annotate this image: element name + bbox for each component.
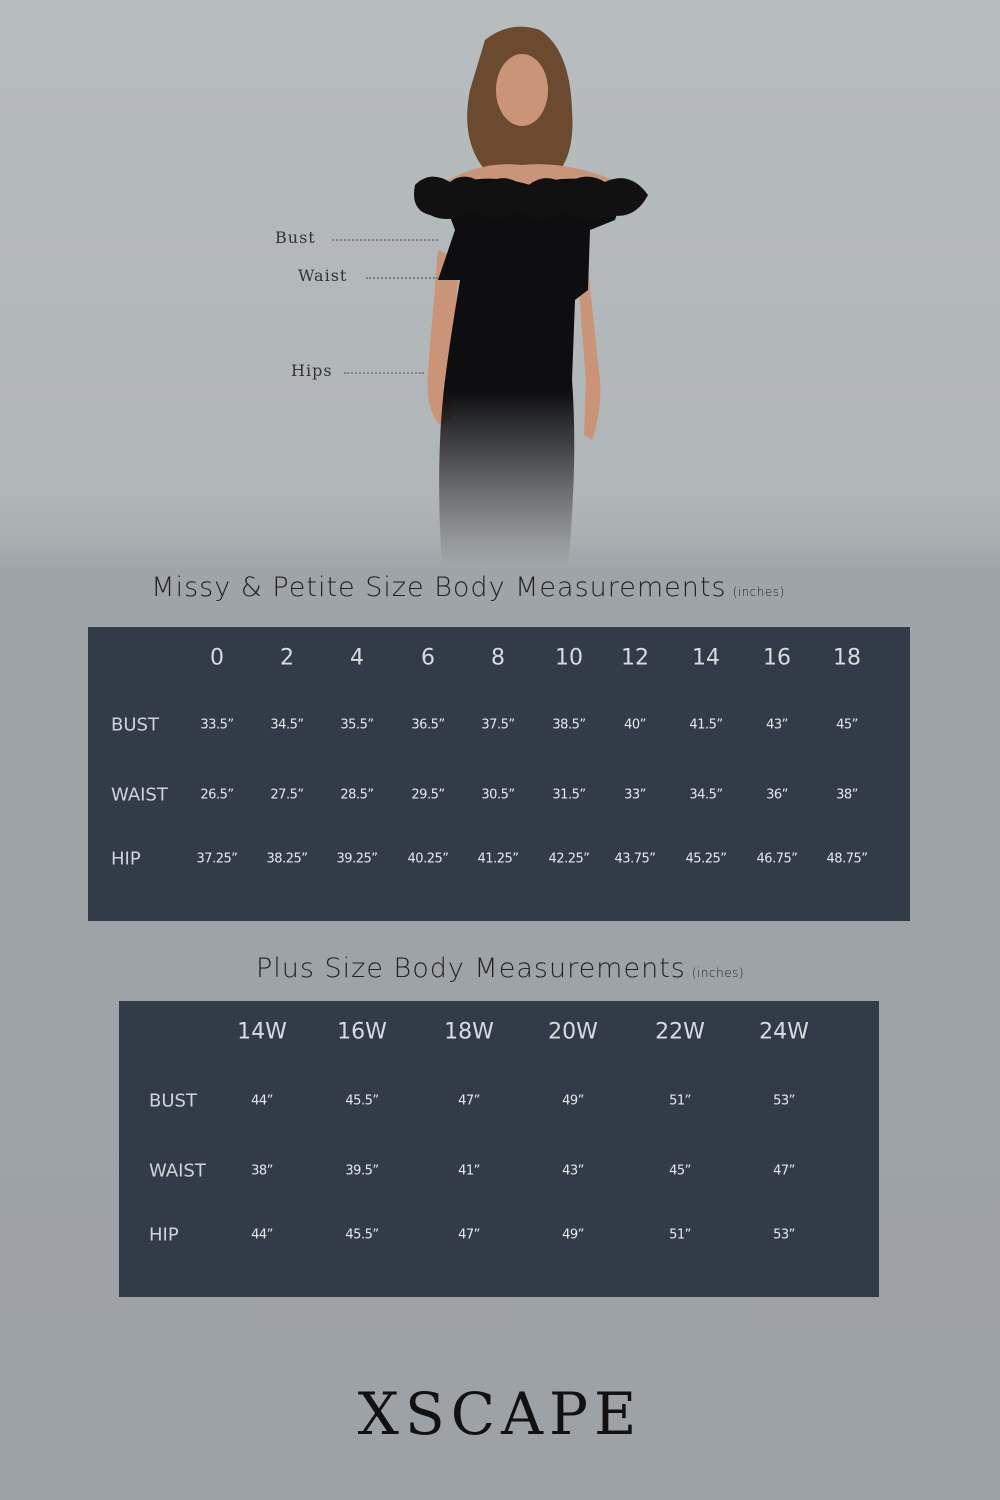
plus-title-text: Plus Size Body Measurements — [255, 953, 686, 984]
measurement-cell: 39.25” — [336, 851, 378, 867]
size-header: 2 — [280, 645, 294, 671]
measurement-cell: 53” — [773, 1093, 795, 1109]
row-label: WAIST — [149, 1160, 206, 1182]
hips-dotted-line — [344, 372, 424, 374]
measurement-cell: 38.5” — [552, 717, 586, 733]
measurement-cell: 45” — [836, 717, 858, 733]
measurement-cell: 45.5” — [345, 1093, 379, 1109]
measurement-cell: 31.5” — [552, 787, 586, 803]
size-header: 14 — [692, 645, 720, 671]
measurement-cell: 49” — [562, 1093, 584, 1109]
row-label: HIP — [111, 848, 141, 870]
size-header: 16 — [763, 645, 791, 671]
size-header: 18 — [833, 645, 861, 671]
measurement-cell: 43” — [766, 717, 788, 733]
row-label: WAIST — [111, 784, 168, 806]
measurement-cell: 38” — [836, 787, 858, 803]
size-header: 8 — [491, 645, 505, 671]
measurement-cell: 42.25” — [548, 851, 590, 867]
row-label: BUST — [149, 1090, 197, 1112]
row-label: BUST — [111, 714, 159, 736]
bust-label: Bust — [275, 228, 316, 247]
measurement-cell: 34.5” — [689, 787, 723, 803]
measurement-cell: 53” — [773, 1227, 795, 1243]
measurement-cell: 41” — [458, 1163, 480, 1179]
size-header: 20W — [548, 1019, 598, 1045]
size-header: 0 — [210, 645, 224, 671]
measurement-cell: 41.5” — [689, 717, 723, 733]
measurement-cell: 37.5” — [481, 717, 515, 733]
measurement-cell: 38” — [251, 1163, 273, 1179]
measurement-cell: 38.25” — [266, 851, 308, 867]
measurement-cell: 47” — [458, 1227, 480, 1243]
measurement-cell: 27.5” — [270, 787, 304, 803]
measurement-cell: 46.75” — [756, 851, 798, 867]
size-header: 18W — [444, 1019, 494, 1045]
missy-title: Missy & Petite Size Body Measurements (in… — [0, 572, 968, 603]
measurement-cell: 40.25” — [407, 851, 449, 867]
measurement-cell: 44” — [251, 1227, 273, 1243]
arm-left — [427, 250, 460, 425]
arm-right — [578, 270, 601, 440]
measurement-cell: 45.25” — [685, 851, 727, 867]
measurement-cell: 47” — [773, 1163, 795, 1179]
measurement-cell: 45” — [669, 1163, 691, 1179]
measurement-cell: 33.5” — [200, 717, 234, 733]
measurement-cell: 30.5” — [481, 787, 515, 803]
measurement-cell: 28.5” — [340, 787, 374, 803]
measurement-cell: 35.5” — [340, 717, 374, 733]
measurement-cell: 26.5” — [200, 787, 234, 803]
measurement-cell: 29.5” — [411, 787, 445, 803]
ruffle — [414, 176, 648, 220]
waist-dotted-line — [366, 277, 438, 279]
plus-unit: (inches) — [691, 966, 745, 980]
hips-label: Hips — [291, 361, 333, 380]
size-header: 10 — [555, 645, 583, 671]
brand-logo: XSCAPE — [357, 1380, 643, 1448]
size-header: 12 — [621, 645, 649, 671]
size-header: 6 — [421, 645, 435, 671]
measurement-cell: 41.25” — [477, 851, 519, 867]
measurement-cell: 36.5” — [411, 717, 445, 733]
measurement-cell: 43.75” — [614, 851, 656, 867]
missy-unit: (inches) — [732, 585, 785, 599]
size-header: 14W — [237, 1019, 287, 1045]
measurement-cell: 48.75” — [826, 851, 868, 867]
measurement-cell: 47” — [458, 1093, 480, 1109]
missy-title-text: Missy & Petite Size Body Measurements — [151, 572, 727, 603]
measurement-cell: 45.5” — [345, 1227, 379, 1243]
size-header: 16W — [337, 1019, 387, 1045]
missy-size-table: 0 2 4 6 8 10 12 14 16 18 BUST 33.5” 34.5” 35.5” 36.5” 3… — [88, 627, 910, 921]
measurement-cell: 51” — [669, 1227, 691, 1243]
size-header: 24W — [759, 1019, 809, 1045]
size-header: 4 — [350, 645, 364, 671]
measurement-cell: 36” — [766, 787, 788, 803]
measurement-cell: 39.5” — [345, 1163, 379, 1179]
measurement-cell: 37.25” — [196, 851, 238, 867]
measurement-cell: 49” — [562, 1227, 584, 1243]
row-label: HIP — [149, 1224, 179, 1246]
bust-dotted-line — [332, 239, 438, 241]
measurement-cell: 40” — [624, 717, 646, 733]
plus-size-table: 14W 16W 18W 20W 22W 24W BUST 44” 45.5” 47” 49” 51” 5… — [119, 1001, 879, 1297]
face — [496, 54, 548, 126]
measurement-cell: 44” — [251, 1093, 273, 1109]
measurement-cell: 43” — [562, 1163, 584, 1179]
dress — [438, 178, 625, 565]
waist-label: Waist — [298, 266, 348, 285]
measurement-cell: 34.5” — [270, 717, 304, 733]
model-photo — [414, 26, 648, 565]
measurement-cell: 33” — [624, 787, 646, 803]
size-header: 22W — [655, 1019, 705, 1045]
measurement-cell: 51” — [669, 1093, 691, 1109]
plus-title: Plus Size Body Measurements (inches) — [0, 953, 1000, 984]
